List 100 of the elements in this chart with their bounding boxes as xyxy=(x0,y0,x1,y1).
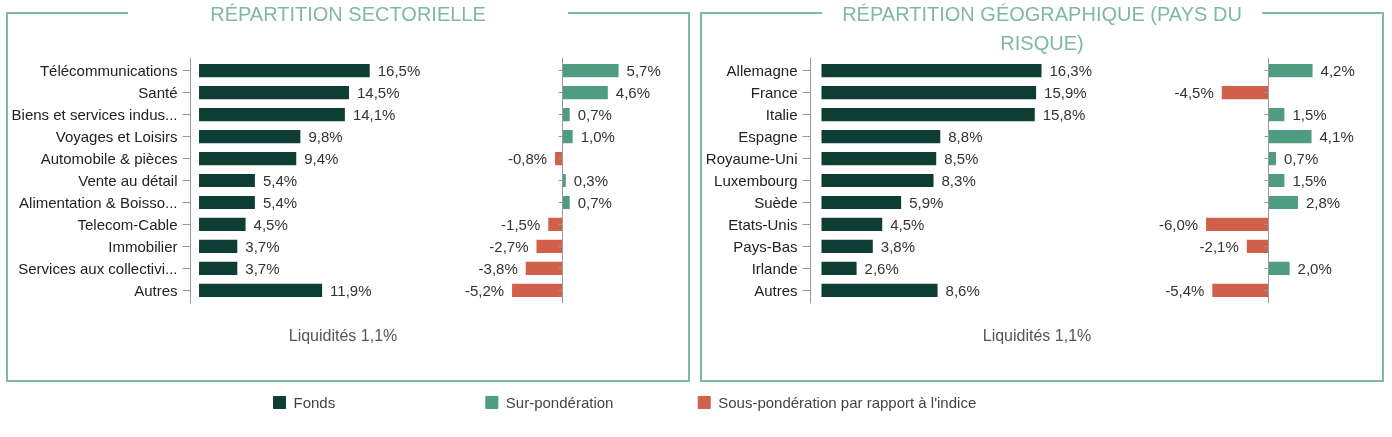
bar xyxy=(199,261,238,275)
y-tick-label: Royaume-Uni xyxy=(705,150,798,168)
legend-label: Sur-pondération xyxy=(505,394,614,411)
bar xyxy=(199,217,246,232)
bar xyxy=(562,108,570,122)
data-label: 5,7% xyxy=(626,62,661,80)
y-tick-label: Luxembourg xyxy=(714,172,798,189)
bar xyxy=(199,195,255,210)
bar xyxy=(821,217,883,232)
data-label: 4,5% xyxy=(890,215,925,233)
bar xyxy=(1221,86,1269,100)
data-label: 8,5% xyxy=(944,150,979,168)
bar xyxy=(1268,195,1298,210)
y-tick-label: Immobilier xyxy=(108,237,178,255)
data-label: -4,5% xyxy=(1174,84,1214,102)
y-tick-label: Irlande xyxy=(751,259,798,277)
bar xyxy=(1268,64,1313,78)
data-label: 1,0% xyxy=(580,128,615,146)
bar xyxy=(1268,151,1277,166)
bar xyxy=(821,173,934,188)
y-tick-label: Autres xyxy=(754,281,798,299)
y-tick-label: Vente au détail xyxy=(78,172,178,189)
data-label: -0,8% xyxy=(507,150,548,168)
data-label: -2,7% xyxy=(489,237,529,255)
data-label: 4,1% xyxy=(1319,128,1354,146)
data-label: 2,8% xyxy=(1305,193,1341,211)
chart-title: RÉPARTITION GÉOGRAPHIQUE (PAYS DU RISQUE) xyxy=(841,2,1243,56)
bar xyxy=(199,64,370,78)
data-label: 16,3% xyxy=(1049,62,1093,80)
y-tick-label: Espagne xyxy=(738,128,798,146)
bar xyxy=(512,283,563,297)
y-tick-label: Automobile & pièces xyxy=(40,150,178,168)
bar xyxy=(536,239,563,253)
bar xyxy=(1268,129,1312,144)
y-tick-label: Services aux collectivi... xyxy=(18,259,178,277)
bar xyxy=(1206,217,1269,232)
data-label: -5,2% xyxy=(464,281,505,299)
legend-label: Fonds xyxy=(293,394,336,411)
data-label: -1,5% xyxy=(501,215,541,233)
data-label: 2,6% xyxy=(864,259,899,277)
bar xyxy=(562,64,619,78)
data-label: 1,5% xyxy=(1292,172,1327,189)
bar xyxy=(1246,239,1269,253)
data-label: 8,6% xyxy=(945,281,980,299)
bar xyxy=(199,173,255,188)
bar xyxy=(821,86,1037,100)
data-label: 8,3% xyxy=(941,172,976,189)
y-tick-label: Allemagne xyxy=(726,62,798,80)
data-label: 3,8% xyxy=(880,237,915,255)
text: Liquidités 1,1% xyxy=(288,326,398,346)
data-label: 15,8% xyxy=(1042,106,1086,124)
bar xyxy=(821,195,902,210)
data-label: 1,5% xyxy=(1292,106,1327,124)
chart-title: RÉPARTITION SECTORIELLE xyxy=(210,2,486,27)
data-label: 5,4% xyxy=(262,172,298,189)
y-tick-label: Télécommunications xyxy=(39,62,178,80)
y-tick-label: Alimentation & Boisso... xyxy=(19,193,178,211)
bar xyxy=(199,86,350,100)
bar xyxy=(199,283,323,297)
data-label: 4,2% xyxy=(1320,62,1355,80)
bar xyxy=(821,239,873,253)
data-label: 5,4% xyxy=(262,193,298,211)
bar xyxy=(821,151,937,166)
y-tick-label: Autres xyxy=(134,281,178,299)
y-tick-label: Biens et services indus... xyxy=(11,106,178,124)
data-label: 9,8% xyxy=(308,128,343,146)
y-tick-label: France xyxy=(750,84,798,102)
data-label: 15,9% xyxy=(1044,84,1087,102)
bar xyxy=(548,217,563,232)
bar xyxy=(1212,283,1269,297)
data-label: 0,7% xyxy=(577,106,612,124)
data-label: 14,1% xyxy=(352,106,396,124)
y-tick-label: Etats-Unis xyxy=(728,215,798,233)
data-label: -2,1% xyxy=(1199,237,1239,255)
bar xyxy=(821,64,1042,78)
y-tick-label: Pays-Bas xyxy=(733,237,798,255)
data-label: -3,8% xyxy=(478,259,518,277)
y-tick-label: Santé xyxy=(138,84,178,102)
data-label: 5,9% xyxy=(909,193,944,211)
data-label: 0,7% xyxy=(1284,150,1319,168)
bar xyxy=(562,173,566,188)
bar xyxy=(525,261,563,275)
data-label: 11,9% xyxy=(330,281,372,299)
data-label: 14,5% xyxy=(357,84,400,102)
bar xyxy=(199,108,345,122)
bar xyxy=(821,261,857,275)
data-label: 0,7% xyxy=(577,193,612,211)
y-tick-label: Voyages et Loisirs xyxy=(55,128,178,146)
bar xyxy=(562,129,573,144)
bar xyxy=(821,129,941,144)
data-label: 2,0% xyxy=(1297,259,1332,277)
data-label: 9,4% xyxy=(304,150,339,168)
data-label: -6,0% xyxy=(1158,215,1199,233)
data-label: 8,8% xyxy=(948,128,983,146)
bar xyxy=(199,129,301,144)
bar xyxy=(821,283,938,297)
text: Liquidités 1,1% xyxy=(982,326,1092,346)
data-label: 16,5% xyxy=(377,62,421,80)
data-label: 0,3% xyxy=(573,172,609,189)
bar xyxy=(562,86,608,100)
